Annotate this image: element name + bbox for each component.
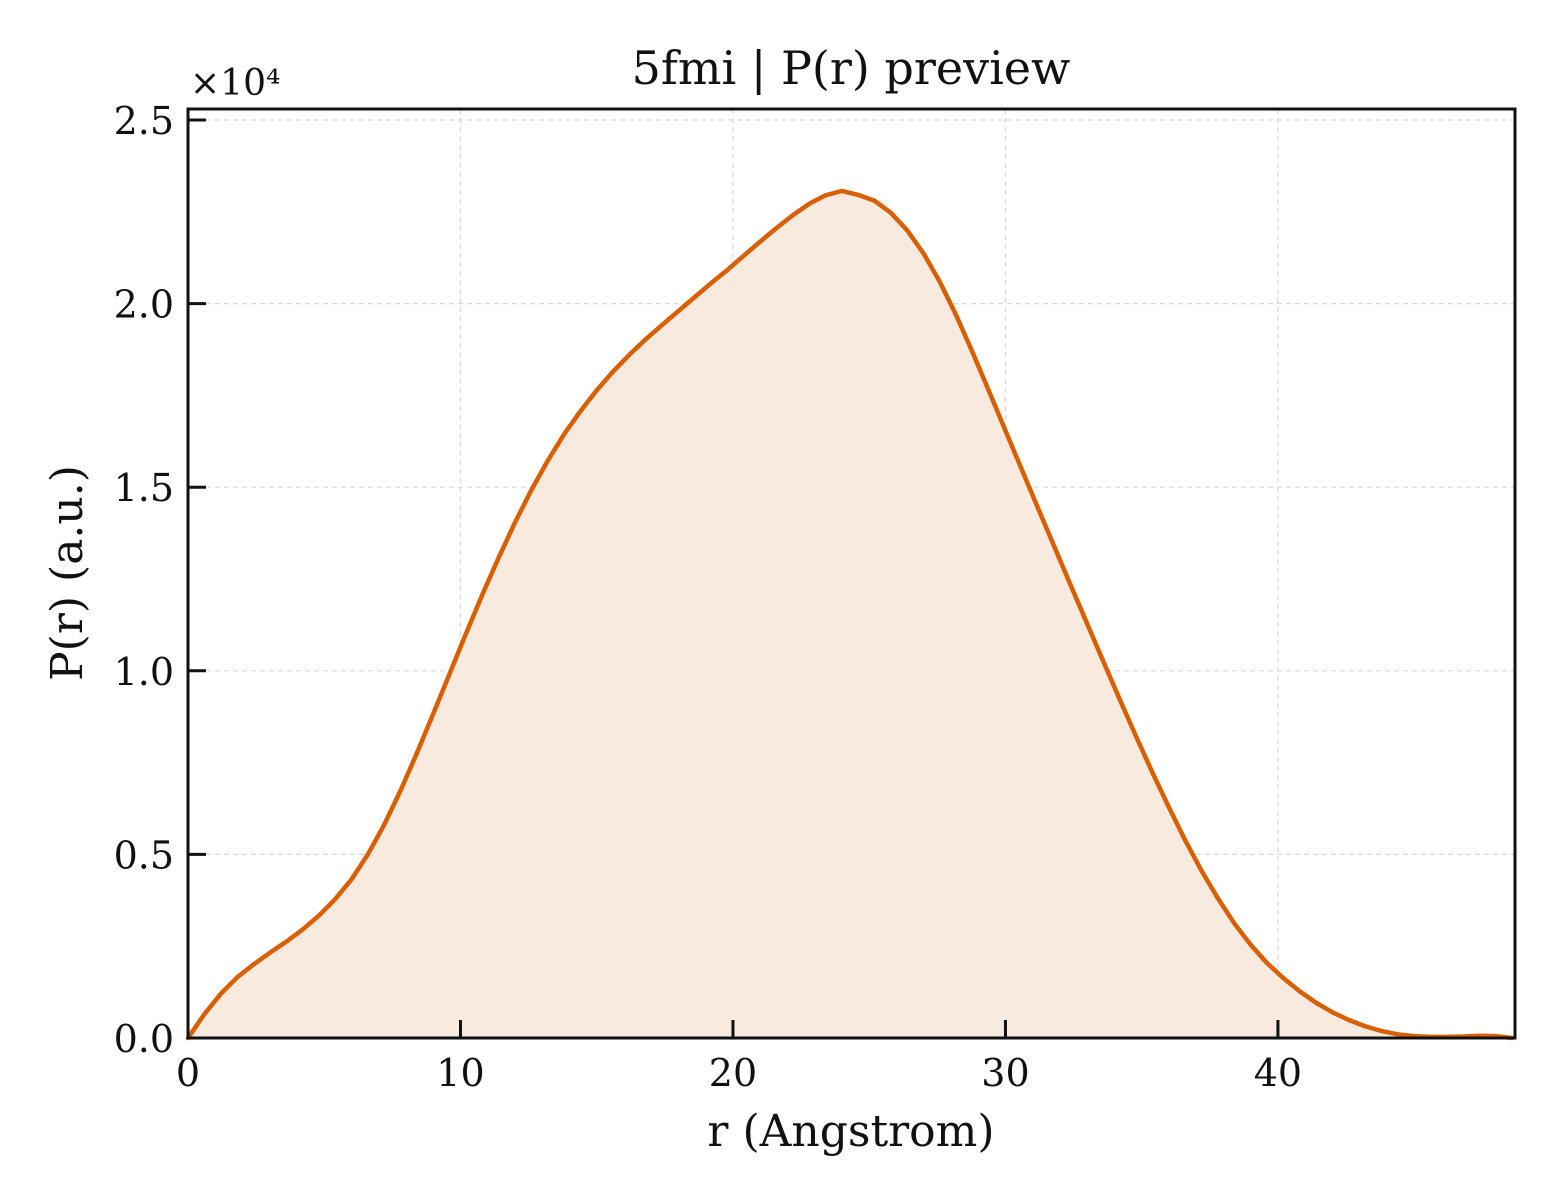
x-tick-label: 0	[176, 1051, 200, 1095]
y-tick-label: 2.0	[114, 283, 174, 327]
y-tick-label: 1.5	[114, 466, 174, 510]
pr-area-fill	[188, 190, 1513, 1038]
y-scale-label: ×10⁴	[190, 63, 280, 104]
y-tick-label: 2.5	[114, 99, 174, 143]
y-tick-label: 0.0	[114, 1017, 174, 1061]
x-tick-label: 30	[981, 1051, 1029, 1095]
y-axis-label: P(r) (a.u.)	[42, 465, 93, 681]
axes: 0 10 20 30 40 0.0 0.5 1.0 1.5 2.0 2.5	[114, 99, 1303, 1095]
x-tick-label: 40	[1254, 1051, 1302, 1095]
x-axis-label: r (Angstrom)	[707, 1106, 994, 1157]
x-tick-label: 20	[709, 1051, 757, 1095]
y-tick-label: 1.0	[114, 650, 174, 694]
x-tick-label: 10	[436, 1051, 484, 1095]
y-tick-label: 0.5	[114, 833, 174, 877]
plot-frame	[186, 107, 1517, 1040]
pr-curve-line	[185, 188, 1515, 1041]
chart-title: 5fmi | P(r) preview	[632, 41, 1071, 95]
